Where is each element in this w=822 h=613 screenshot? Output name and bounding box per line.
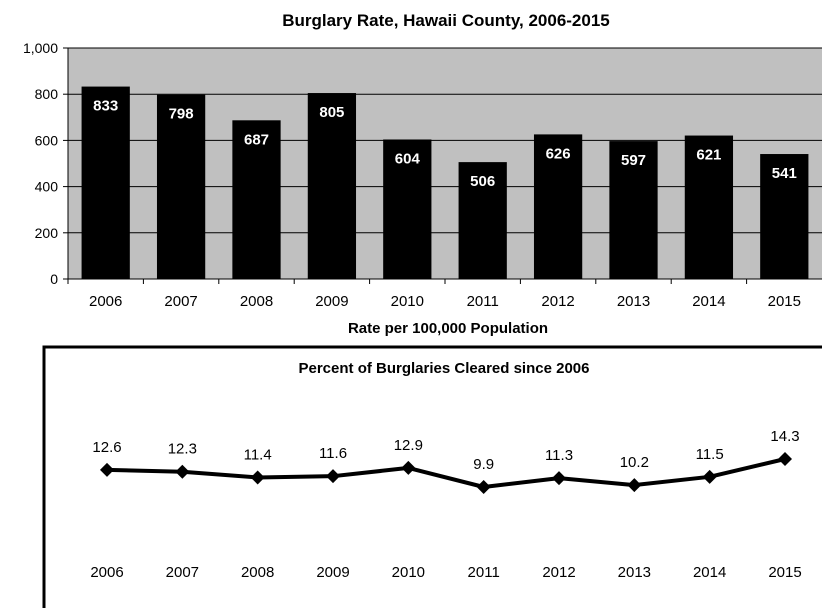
- line-x-tick-label: 2013: [618, 564, 651, 581]
- bar-x-tick-label: 2014: [692, 293, 725, 310]
- line-point: [250, 470, 265, 485]
- bar-x-tick-label: 2012: [541, 293, 574, 310]
- bar-x-tick-labels: 2006 2007 2008 2009 2010 2011 2012 2013 2014 2015: [67, 279, 801, 310]
- line-x-tick-label: 2010: [392, 564, 425, 581]
- bar-x-tick-label: 2009: [315, 293, 348, 310]
- bar: [156, 94, 206, 279]
- line-point: [702, 469, 717, 484]
- line-x-tick-label: 2015: [768, 564, 801, 581]
- bar: [232, 120, 281, 279]
- bar-data-label: 541: [772, 165, 797, 182]
- line-point: [326, 469, 340, 484]
- line-data-label: 12.6: [92, 439, 121, 456]
- bar-data-label: 506: [470, 173, 495, 190]
- line-series: [106, 457, 786, 489]
- bar-data-label: 626: [546, 145, 571, 162]
- line-data-label: 11.6: [319, 445, 347, 462]
- line-x-tick-label: 2007: [166, 564, 199, 581]
- line-x-tick-label: 2006: [90, 564, 123, 581]
- line-x-tick-label: 2014: [693, 564, 726, 581]
- line-data-label: 10.2: [620, 454, 649, 471]
- bar-x-tick-label: 2007: [164, 293, 197, 310]
- bar-chart-title: Burglary Rate, Hawaii County, 2006-2015: [282, 11, 610, 30]
- bar-y-tick-labels: 0 200 400 600 800 1,000: [23, 40, 58, 287]
- line-chart-title: Percent of Burglaries Cleared since 2006: [299, 360, 590, 377]
- line-point: [778, 452, 792, 466]
- line-x-tick-label: 2009: [316, 564, 349, 581]
- line-point: [175, 464, 190, 479]
- bar-data-label: 597: [621, 152, 646, 169]
- bar-y-tick-label: 1,000: [23, 40, 58, 56]
- line-data-label: 12.9: [394, 437, 423, 454]
- bar-data-label: 621: [696, 147, 721, 164]
- line-point: [627, 478, 642, 493]
- bar-x-tick-label: 2015: [768, 293, 801, 310]
- bar-data-label: 798: [169, 106, 194, 123]
- line-data-label: 14.3: [770, 428, 799, 445]
- line-points: [100, 452, 792, 494]
- bar: [458, 162, 507, 279]
- line-data-label: 11.4: [244, 446, 272, 463]
- line-data-label: 9.9: [473, 456, 494, 473]
- line-x-tick-labels: 2006 2007 2008 2009 2010 2011 2012 2013 2014 2015: [90, 564, 801, 581]
- bar: [307, 93, 357, 279]
- bar-x-tick-label: 2013: [617, 293, 650, 310]
- bar-data-label: 805: [319, 104, 344, 121]
- line-data-label: 11.5: [696, 446, 724, 463]
- bar: [81, 86, 130, 280]
- line-point: [552, 471, 566, 486]
- bar-data-label: 604: [395, 150, 421, 167]
- bar-y-tick-label: 0: [50, 271, 58, 287]
- bar-x-tick-label: 2011: [467, 293, 499, 310]
- bar: [383, 139, 432, 279]
- line-chart: Percent of Burglaries Cleared since 2006…: [42, 345, 822, 613]
- bar: [609, 141, 658, 279]
- bar-y-tick-label: 400: [35, 179, 59, 195]
- bar: [760, 154, 809, 279]
- line-x-tick-label: 2011: [468, 564, 500, 581]
- bar-chart: Burglary Rate, Hawaii County, 2006-2015 …: [23, 11, 822, 337]
- bar-y-tick-label: 600: [35, 132, 59, 148]
- bar: [684, 135, 734, 279]
- bar-data-label: 833: [93, 98, 118, 115]
- line-point: [100, 462, 114, 477]
- line-data-labels: 12.6 12.3 11.4 11.6 12.9 9.9 11.3 10.2 11.5 14.3: [92, 428, 799, 473]
- bar: [533, 134, 583, 279]
- line-x-tick-label: 2012: [542, 564, 575, 581]
- bar-y-tick-label: 200: [35, 225, 59, 241]
- bar-data-label: 687: [244, 131, 269, 148]
- bar-x-tick-label: 2008: [240, 293, 273, 310]
- bar-series: 833 798 687 805 604 506 626 597 621 541: [81, 86, 809, 280]
- line-point: [476, 480, 491, 494]
- line-data-label: 11.3: [545, 447, 573, 464]
- line-x-tick-label: 2008: [241, 564, 274, 581]
- bar-x-axis-label: Rate per 100,000 Population: [348, 320, 548, 337]
- line-data-label: 12.3: [168, 441, 197, 458]
- bar-x-tick-label: 2010: [391, 293, 424, 310]
- line-point: [401, 460, 416, 475]
- bar-x-tick-label: 2006: [89, 293, 122, 310]
- bar-y-tick-label: 800: [35, 86, 59, 102]
